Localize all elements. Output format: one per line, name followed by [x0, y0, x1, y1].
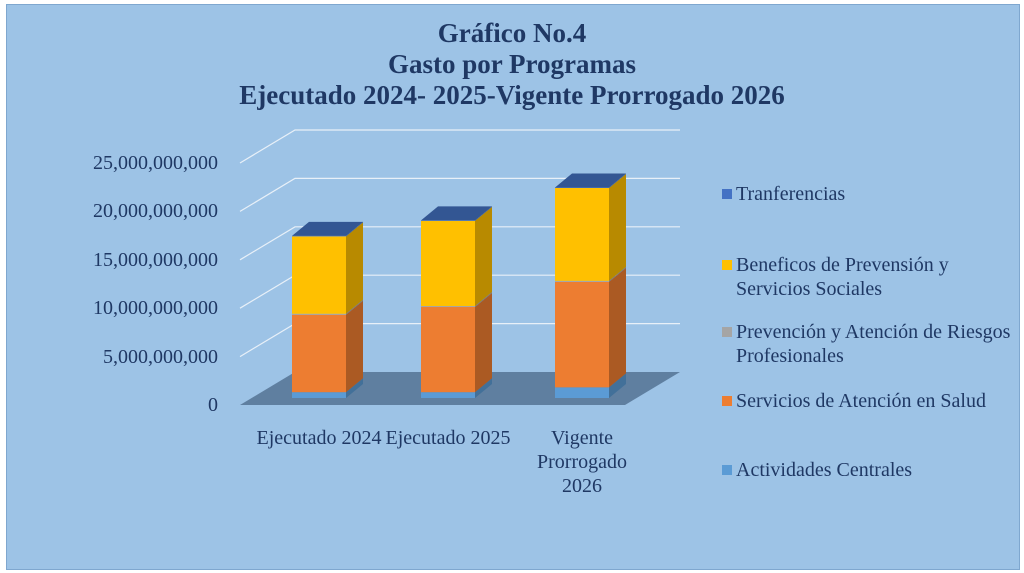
bar-segment-side — [346, 299, 363, 315]
chart-title: Gasto por Programas — [388, 49, 636, 79]
legend-swatch — [722, 189, 732, 199]
legend-swatch — [722, 327, 732, 337]
bar-segment — [555, 387, 609, 398]
bar-segment-side — [346, 221, 363, 237]
grid-line — [239, 129, 680, 164]
bar-segment-side — [346, 378, 363, 398]
legend-label: Servicios de Atención en Salud — [736, 390, 986, 412]
legend-label: Prevención y Atención de Riesgos Profesi… — [736, 321, 1011, 367]
grid-line — [239, 177, 680, 212]
x-tick-label: Ejecutado 2024 — [256, 427, 382, 449]
y-tick-label: 0 — [208, 394, 218, 416]
legend-label: Actividades Centrales — [736, 459, 913, 481]
bar-segment — [555, 187, 609, 281]
bar-segment — [421, 220, 475, 307]
bar-segment-side — [475, 293, 492, 393]
bar-segment — [555, 281, 609, 388]
legend-item: Tranferencias — [722, 182, 1016, 206]
x-tick-label: Vigente Prorrogado 2026 — [537, 427, 627, 497]
y-tick-label: 25,000,000,000 — [93, 152, 218, 174]
chart-title: Ejecutado 2024- 2025-Vigente Prorrogado … — [239, 80, 785, 110]
bar-segment-side — [609, 173, 626, 281]
bar-segment-side — [475, 378, 492, 398]
bar-segment — [292, 392, 346, 398]
bar-segment-side — [475, 292, 492, 308]
bar-segment-side — [609, 266, 626, 282]
legend-label: Beneficos de Prevensión y Servicios Soci… — [736, 254, 949, 300]
bar-segment — [421, 307, 475, 393]
legend-item: Actividades Centrales — [722, 458, 1016, 482]
bar-top — [555, 173, 626, 188]
x-tick-label: Ejecutado 2025 — [385, 427, 511, 449]
bar-segment-side — [475, 206, 492, 307]
bar-segment — [292, 314, 346, 393]
legend-item: Beneficos de Prevensión y Servicios Soci… — [722, 253, 1016, 301]
bar-segment — [555, 280, 609, 282]
bar-top — [292, 221, 363, 236]
y-tick-label: 20,000,000,000 — [93, 200, 218, 223]
bar-segment-side — [475, 206, 492, 221]
bar-segment — [421, 306, 475, 308]
legend-swatch — [722, 396, 732, 406]
bar-segment-side — [609, 173, 626, 188]
legend-item: Prevención y Atención de Riesgos Profesi… — [722, 320, 1016, 368]
bar-segment — [292, 313, 346, 315]
grid-line — [239, 226, 680, 261]
legend-swatch — [722, 465, 732, 475]
chart-title: Gráfico No.4 — [437, 18, 587, 48]
y-tick-label: 10,000,000,000 — [93, 297, 218, 320]
legend-item: Servicios de Atención en Salud — [722, 389, 1016, 413]
chart-background — [6, 4, 1020, 570]
bar-segment-side — [346, 222, 363, 314]
bar-segment — [421, 392, 475, 398]
y-tick-label: 5,000,000,000 — [103, 345, 218, 368]
bar-segment-side — [609, 373, 626, 398]
bar-top — [421, 206, 492, 221]
legend-swatch — [722, 260, 732, 270]
bar-segment-side — [609, 267, 626, 388]
bar-segment — [292, 236, 346, 314]
legend-label: Tranferencias — [736, 183, 846, 205]
y-tick-label: 15,000,000,000 — [93, 248, 218, 271]
bar-segment-side — [346, 300, 363, 393]
